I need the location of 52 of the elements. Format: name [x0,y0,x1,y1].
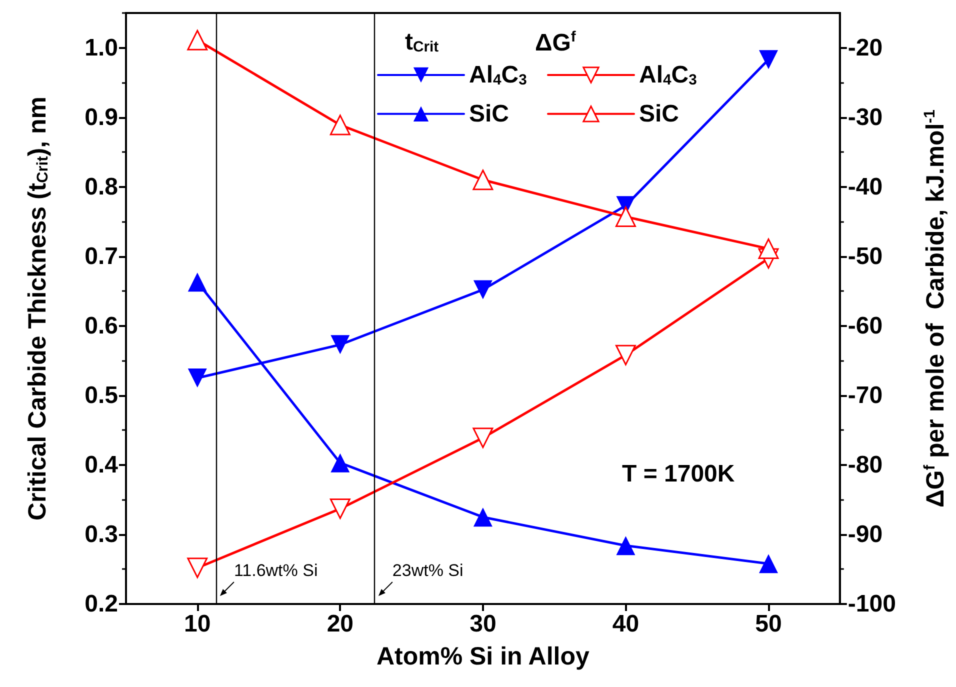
point [330,498,350,519]
legend-label: SiC [639,100,680,128]
y2-tick-label: -50 [848,242,883,270]
y2-tick-label: -20 [848,34,883,62]
y-tick-label: 0.9 [84,104,118,131]
annotation: T = 1700K [622,460,736,488]
y-tick-label: 0.7 [84,242,118,270]
ref-line-label: 23wt% Si [392,561,464,580]
y-axis-title: Critical Carbide Thickness (tCrit), nm [23,96,52,521]
legend-label: Al4C3 [469,62,527,88]
point [330,453,350,472]
y-tick-label: 0.3 [84,520,118,548]
y2-tick-label: -80 [848,451,883,478]
x-tick-label: 40 [612,610,640,638]
point [473,508,492,527]
y2-tick-label: -90 [848,520,883,548]
y2-tick-label: -30 [848,104,883,131]
y-tick-label: 0.2 [84,590,118,618]
point [188,272,207,292]
y-tick-label: 0.5 [84,382,118,409]
y2-tick-label: -60 [848,312,883,340]
y-tick-label: 0.8 [84,173,118,200]
point [330,114,350,136]
y-tick-label: 0.4 [84,451,119,478]
point [758,50,778,70]
x-tick-label: 30 [470,610,496,638]
point [187,30,208,50]
ref-line-label: 11.6wt% Si [234,561,318,580]
legend-label: SiC [469,100,510,128]
x-tick-label: 20 [326,610,354,638]
point [330,335,350,354]
x-axis-title: Atom% Si in Alloy [376,642,590,670]
point [188,368,207,388]
point [473,280,492,300]
point [758,554,778,574]
y2-tick-label: -40 [848,173,883,200]
point [758,238,779,259]
annotation: tCrit [405,28,439,56]
x-tick-label: 50 [755,610,782,638]
y2-tick-label: -70 [848,382,883,409]
legend-label: Al4C3 [639,62,697,88]
point [615,206,636,227]
y-tick-label: 0.6 [84,312,118,340]
x-tick-label: 10 [184,610,211,638]
y2-axis-title: ΔGf per mole of Carbide, kJ.mol-1 [921,109,950,508]
point [472,428,494,448]
point [615,344,636,366]
point [616,536,636,556]
y-tick-label: 1.0 [84,34,118,62]
y2-tick-label: -100 [848,590,896,618]
point [472,170,494,190]
point [187,558,208,578]
